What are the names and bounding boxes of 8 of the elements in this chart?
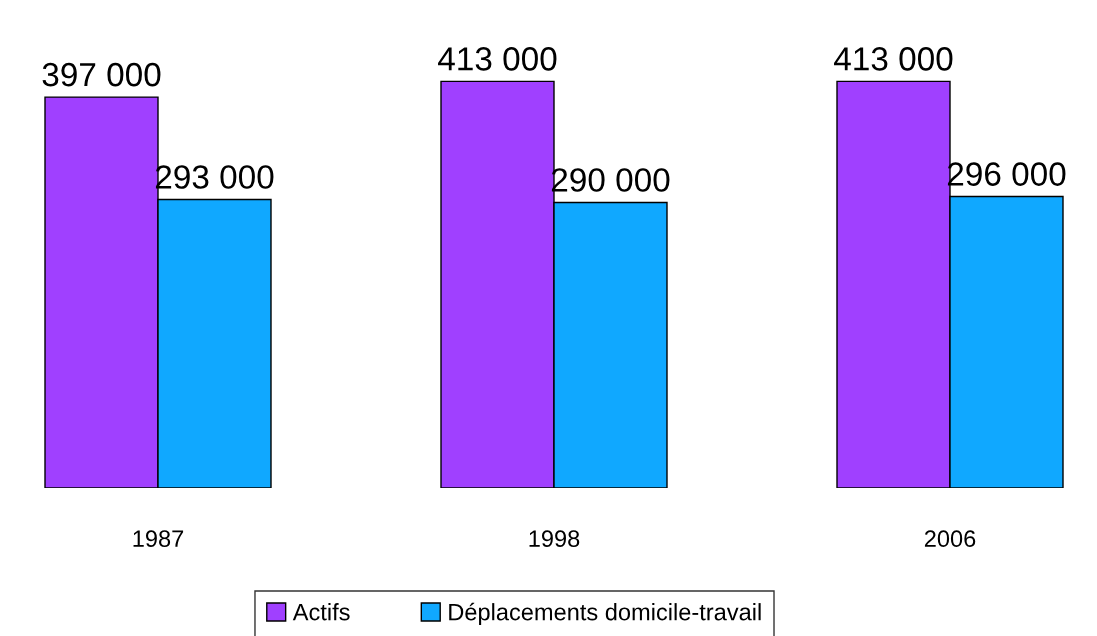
x-tick-label: 1987 [133, 530, 184, 548]
x-tick-label: 2006 [924, 530, 976, 548]
data-label: 397 000 [42, 62, 161, 87]
legend-label: Actifs [292, 603, 350, 621]
data-label: 413 000 [834, 47, 953, 71]
x-tick-label: 1998 [529, 530, 580, 548]
data-label: 413 000 [438, 47, 557, 71]
legend-label: Déplacements domicile-travail [449, 602, 761, 626]
